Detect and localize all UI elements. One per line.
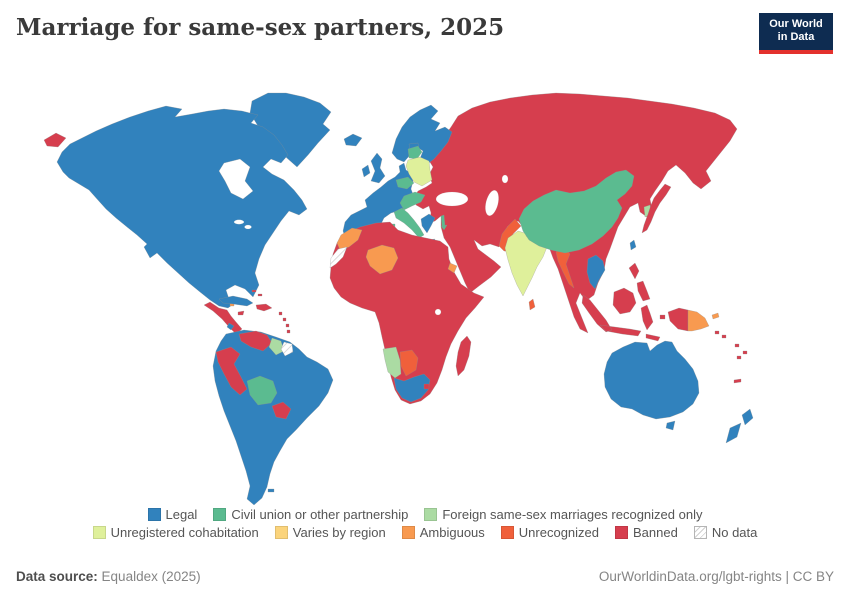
legend-item-banned[interactable]: Banned [615, 525, 678, 540]
region-czechia[interactable] [395, 176, 415, 190]
region-costa-rica[interactable] [226, 322, 235, 331]
region-israel[interactable] [440, 214, 446, 228]
region-japan[interactable] [641, 183, 672, 234]
region-hungary-croatia[interactable] [399, 191, 426, 211]
region-south-africa[interactable] [393, 373, 431, 403]
region-philippines[interactable] [628, 262, 651, 302]
data-source: Data source: Equaldex (2025) [16, 569, 201, 584]
legend-row-2: Unregistered cohabitation Varies by regio… [85, 525, 766, 540]
region-jamaica[interactable] [237, 310, 245, 316]
region-botswana[interactable] [399, 349, 419, 377]
region-hispaniola[interactable] [255, 303, 273, 312]
legend-item-foreign_recognized[interactable]: Foreign same-sex marriages recognized on… [424, 507, 702, 522]
region-poland-slovakia[interactable] [405, 156, 433, 187]
region-united-kingdom[interactable] [370, 152, 386, 184]
region-venezuela[interactable] [238, 330, 273, 352]
legend-label-banned: Banned [633, 525, 678, 540]
legend-row-1: Legal Civil union or other partnership For… [140, 507, 711, 522]
region-north-america[interactable] [56, 105, 308, 309]
legend-swatch-banned [615, 526, 629, 539]
region-ireland[interactable] [361, 164, 371, 178]
region-suriname[interactable] [280, 341, 294, 357]
region-paraguay[interactable] [271, 401, 292, 420]
great-lakes [233, 219, 245, 225]
black-sea [435, 191, 469, 207]
legend-label-legal: Legal [165, 507, 198, 522]
region-peru[interactable] [215, 346, 248, 396]
region-eswatini[interactable] [423, 383, 430, 390]
legend-swatch-ambiguous [401, 526, 415, 539]
region-chukotka[interactable] [43, 132, 67, 148]
legend-swatch-unregistered_cohabitation [92, 526, 106, 539]
caspian-sea [485, 190, 499, 216]
legend-swatch-varies_by_region [274, 526, 288, 539]
region-morocco[interactable] [336, 227, 363, 251]
region-niger[interactable] [365, 244, 399, 275]
region-indonesia[interactable] [581, 287, 666, 342]
region-sri-lanka[interactable] [528, 298, 536, 311]
legend-item-varies_by_region[interactable]: Varies by region [274, 525, 386, 540]
region-caribbean-islands[interactable] [251, 289, 291, 334]
legend-item-civil_union[interactable]: Civil union or other partnership [213, 507, 408, 522]
region-guyana[interactable] [268, 337, 285, 356]
legend-item-ambiguous[interactable]: Ambiguous [401, 525, 485, 540]
region-china[interactable] [518, 169, 635, 254]
owid-logo-line1: Our World [769, 18, 823, 30]
legend-label-foreign_recognized: Foreign same-sex marriages recognized on… [442, 507, 703, 522]
region-bolivia[interactable] [246, 375, 278, 406]
region-australia[interactable] [603, 340, 700, 431]
legend-swatch-civil_union [213, 508, 227, 521]
legend-swatch-legal [147, 508, 161, 521]
legend-label-civil_union: Civil union or other partnership [231, 507, 409, 522]
region-baltics[interactable] [407, 145, 423, 160]
region-madagascar[interactable] [455, 335, 472, 377]
chart-footer: Data source: Equaldex (2025) OurWorldinD… [16, 569, 834, 584]
lake-victoria [434, 308, 442, 316]
region-namibia[interactable] [382, 346, 402, 379]
region-melanesia-islands[interactable] [714, 330, 748, 384]
aral-sea [501, 174, 509, 184]
attribution-link[interactable]: OurWorldinData.org/lgbt-rights | CC BY [598, 569, 834, 584]
owid-logo[interactable]: Our World in Data [759, 13, 833, 55]
legend-label-varies_by_region: Varies by region [292, 525, 386, 540]
region-taiwan[interactable] [629, 239, 637, 251]
legend-label-unrecognized: Unrecognized [518, 525, 600, 540]
owid-logo-line2: in Data [777, 31, 815, 44]
region-africa[interactable] [329, 221, 485, 405]
legend-item-legal[interactable]: Legal [147, 507, 198, 522]
region-new-zealand[interactable] [725, 408, 754, 444]
great-lakes-2 [244, 224, 252, 230]
region-south-america[interactable] [212, 329, 334, 506]
legend-label-no_data: No data [711, 525, 758, 540]
legend-swatch-no_data [693, 526, 707, 539]
legend-label-ambiguous: Ambiguous [419, 525, 485, 540]
region-papua-new-guinea[interactable] [687, 309, 720, 332]
legend-item-unregistered_cohabitation[interactable]: Unregistered cohabitation [92, 525, 259, 540]
legend-item-no_data[interactable]: No data [693, 525, 758, 540]
region-iceland[interactable] [343, 133, 363, 147]
data-source-label: Data source: [16, 569, 98, 584]
legend-swatch-unrecognized [500, 526, 514, 539]
legend-label-unregistered_cohabitation: Unregistered cohabitation [110, 525, 259, 540]
region-thailand[interactable] [586, 254, 606, 290]
region-new-guinea-west[interactable] [667, 307, 689, 332]
region-djibouti-eritrea[interactable] [447, 262, 458, 274]
legend-item-unrecognized[interactable]: Unrecognized [500, 525, 600, 540]
region-western-sahara[interactable] [329, 246, 348, 269]
map-legend: Legal Civil union or other partnership For… [0, 507, 850, 540]
page-title: Marriage for same-sex partners, 2025 [16, 14, 505, 41]
region-cuba[interactable] [218, 295, 254, 307]
data-source-value[interactable]: Equaldex (2025) [101, 569, 201, 584]
legend-swatch-foreign_recognized [424, 508, 438, 521]
region-falkland-islands[interactable] [267, 488, 275, 493]
